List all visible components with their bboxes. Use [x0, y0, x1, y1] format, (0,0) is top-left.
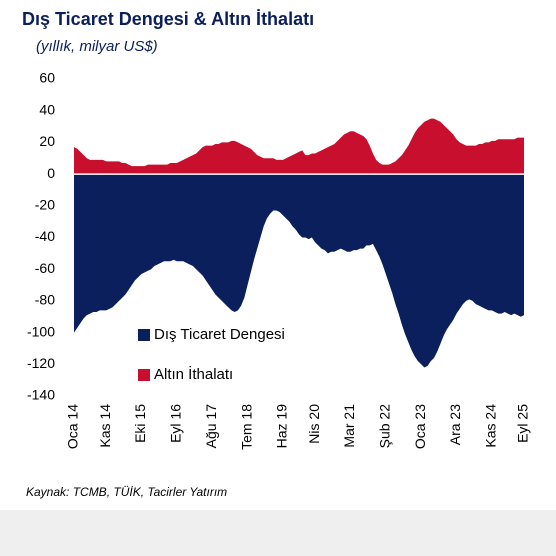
x-tick-label: Nis 20 — [306, 404, 322, 444]
y-tick-label: -120 — [27, 355, 55, 371]
x-tick-label: Oca 23 — [412, 404, 428, 449]
x-tick-label: Eyl 25 — [515, 404, 531, 443]
area — [74, 174, 524, 368]
y-tick-label: -100 — [27, 323, 55, 339]
legend-swatch — [138, 329, 150, 341]
x-tick-label: Ağu 17 — [203, 404, 219, 449]
legend-swatch — [138, 369, 150, 381]
x-tick-label: Haz 19 — [274, 404, 290, 449]
source-note: Kaynak: TCMB, TÜİK, Tacirler Yatırım — [26, 485, 227, 499]
y-tick-label: -80 — [35, 292, 55, 308]
y-tick-label: -40 — [35, 228, 55, 244]
x-tick-label: Kas 24 — [483, 404, 499, 448]
legend-label: Dış Ticaret Dengesi — [154, 326, 285, 343]
y-tick-label: 20 — [39, 133, 55, 149]
x-tick-label: Ara 23 — [447, 404, 463, 445]
x-tick-label: Oca 14 — [65, 404, 81, 449]
x-tick-label: Tem 18 — [238, 404, 254, 450]
y-tick-label: -140 — [27, 387, 55, 403]
y-tick-label: 0 — [47, 165, 55, 181]
y-tick-label: -20 — [35, 197, 55, 213]
chart-subtitle: (yıllık, milyar US$) — [36, 38, 158, 55]
y-tick-label: 40 — [39, 101, 55, 117]
legend-label: Altın İthalatı — [154, 365, 233, 383]
chart-title: Dış Ticaret Dengesi & Altın İthalatı — [22, 9, 314, 29]
x-tick-label: Şub 22 — [376, 404, 392, 449]
footer-band — [0, 510, 556, 556]
x-tick-label: Eki 15 — [132, 404, 148, 443]
area — [74, 118, 524, 175]
x-tick-label: Mar 21 — [341, 404, 357, 448]
y-tick-label: 60 — [39, 70, 55, 86]
x-tick-label: Eyl 16 — [168, 404, 184, 443]
y-tick-label: -60 — [35, 260, 55, 276]
x-tick-label: Kas 14 — [97, 404, 113, 448]
